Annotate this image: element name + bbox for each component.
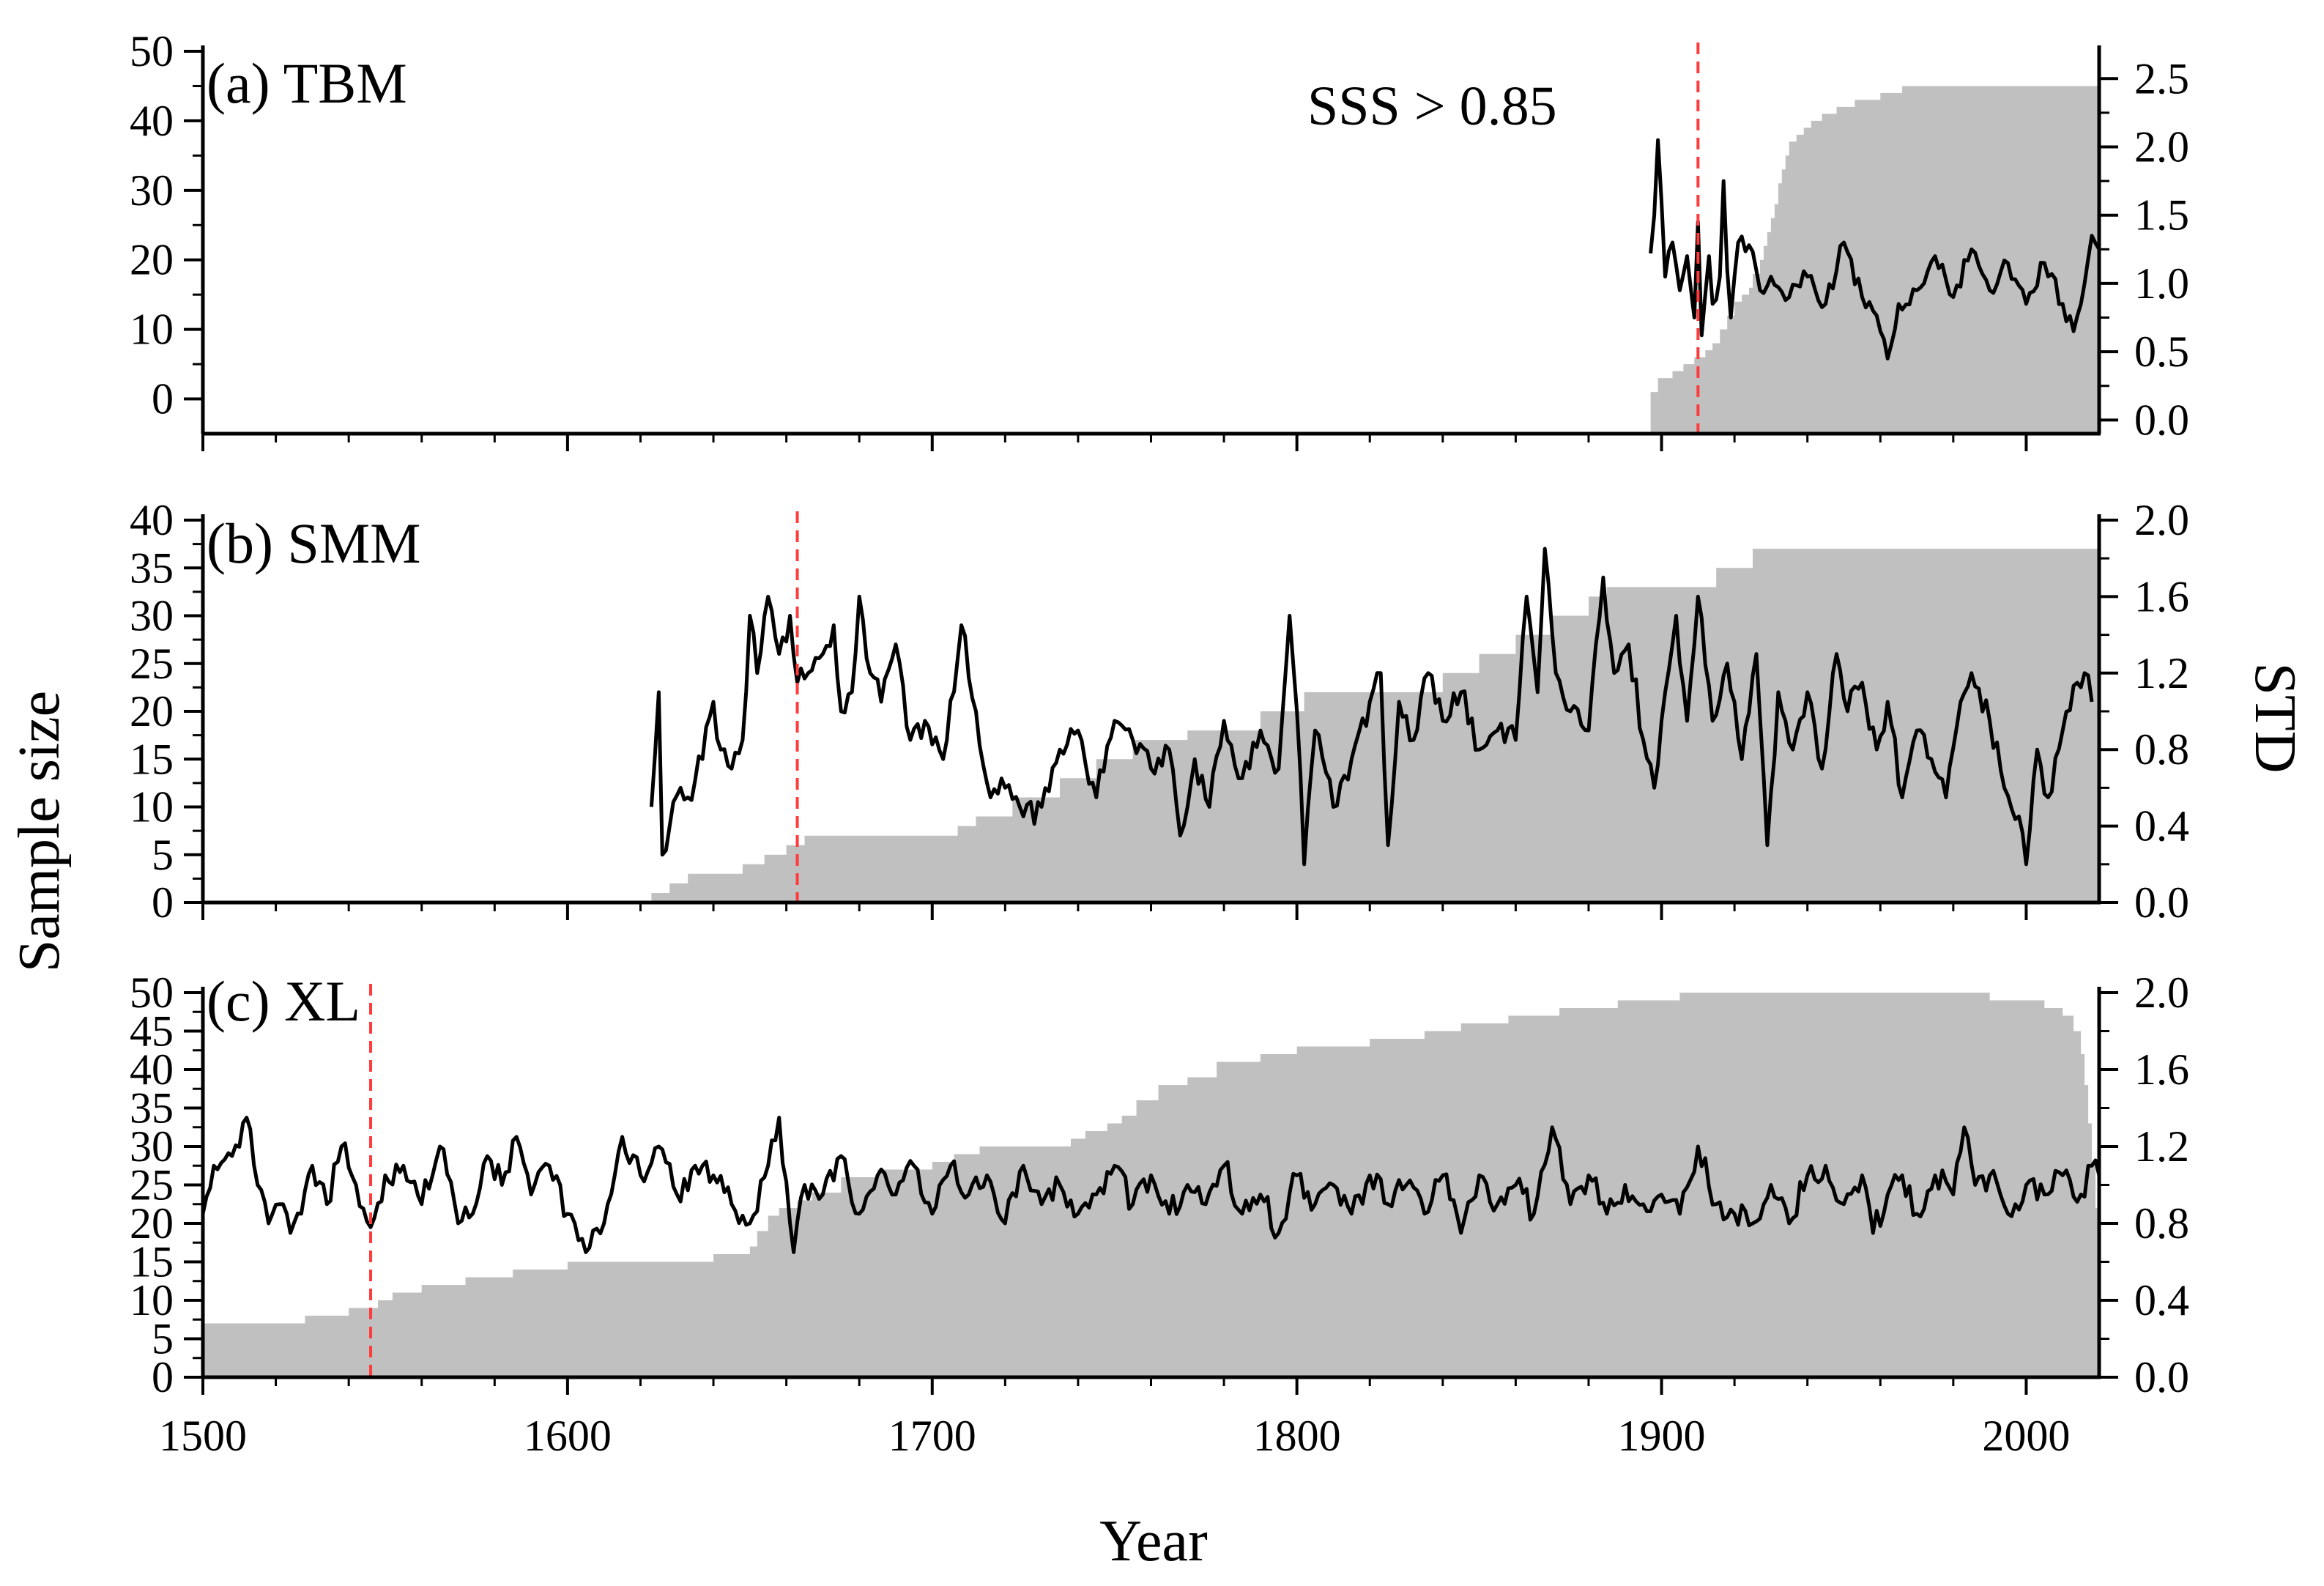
left-tick-label: 10: [130, 783, 174, 831]
std-series-line: [201, 1116, 2101, 1254]
right-tick-label: 0.0: [2134, 396, 2189, 444]
right-tick-label: 0.0: [2134, 1353, 2189, 1401]
left-tick-label: 15: [130, 1238, 174, 1286]
right-tick-label: 0.8: [2134, 725, 2189, 774]
left-axis-title: Sample size: [7, 691, 72, 972]
panel-c-label: (c) XL: [207, 969, 360, 1033]
x-tick-label: 2000: [1982, 1412, 2070, 1460]
panel-b-label: (b) SMM: [207, 511, 421, 575]
left-tick-label: 20: [130, 1199, 174, 1248]
right-tick-label: 1.6: [2134, 572, 2189, 620]
left-tick-label: 0: [152, 1353, 174, 1401]
x-tick-label: 1700: [888, 1412, 976, 1460]
sample-size-area: [651, 549, 2099, 903]
left-tick-label: 35: [130, 1084, 174, 1133]
left-tick-label: 10: [130, 305, 174, 354]
left-tick-label: 35: [130, 544, 174, 592]
left-tick-label: 30: [130, 166, 174, 215]
left-tick-label: 15: [130, 735, 174, 783]
left-tick-label: 40: [130, 97, 174, 145]
right-axis-title: STD: [2243, 662, 2307, 773]
right-tick-label: 0.5: [2134, 327, 2189, 376]
sample-size-area: [203, 993, 2099, 1377]
left-tick-label: 25: [130, 1161, 174, 1209]
panel-a-label: (a) TBM: [207, 51, 407, 115]
right-tick-label: 0.4: [2134, 802, 2189, 851]
right-tick-label: 1.2: [2134, 1122, 2189, 1171]
left-tick-label: 0: [152, 878, 174, 927]
left-tick-label: 40: [130, 1045, 174, 1094]
left-tick-label: 20: [130, 236, 174, 284]
x-axis-title: Year: [1099, 1509, 1207, 1574]
panel-a: 0 10 20 30 40 50 0.0 0.5 1.0 1.5 2.0 2.5 (a) TBM SS…: [130, 27, 2189, 451]
right-tick-label: 1.2: [2134, 649, 2189, 697]
x-tick-label: 1500: [159, 1412, 247, 1460]
right-tick-label: 2.5: [2134, 54, 2189, 103]
right-tick-label: 2.0: [2134, 968, 2189, 1017]
left-tick-label: 30: [130, 592, 174, 640]
right-tick-label: 1.6: [2134, 1045, 2189, 1094]
left-tick-label: 40: [130, 496, 174, 544]
right-tick-label: 1.0: [2134, 259, 2189, 308]
right-tick-label: 0.4: [2134, 1276, 2189, 1324]
left-tick-label: 30: [130, 1122, 174, 1171]
right-tick-label: 2.0: [2134, 496, 2189, 544]
right-tick-label: 1.5: [2134, 191, 2189, 240]
left-tick-label: 0: [152, 375, 174, 423]
std-series-line: [649, 546, 2094, 867]
sample-size-area: [1650, 86, 2099, 434]
right-tick-label: 0.8: [2134, 1199, 2189, 1248]
left-tick-label: 5: [152, 831, 174, 879]
left-tick-label: 10: [130, 1276, 174, 1324]
right-tick-label: 2.0: [2134, 123, 2189, 171]
left-tick-label: 45: [130, 1007, 174, 1056]
left-tick-label: 5: [152, 1315, 174, 1363]
left-tick-label: 20: [130, 687, 174, 735]
left-tick-label: 25: [130, 640, 174, 688]
x-tick-label: 1900: [1618, 1412, 1706, 1460]
x-tick-label: 1800: [1253, 1412, 1341, 1460]
right-tick-label: 0.0: [2134, 878, 2189, 927]
left-tick-label: 50: [130, 27, 174, 75]
std-series-line: [1649, 138, 2101, 360]
sss-threshold-annotation: SSS > 0.85: [1307, 75, 1557, 137]
left-tick-label: 50: [130, 968, 174, 1017]
x-tick-label: 1600: [524, 1412, 612, 1460]
